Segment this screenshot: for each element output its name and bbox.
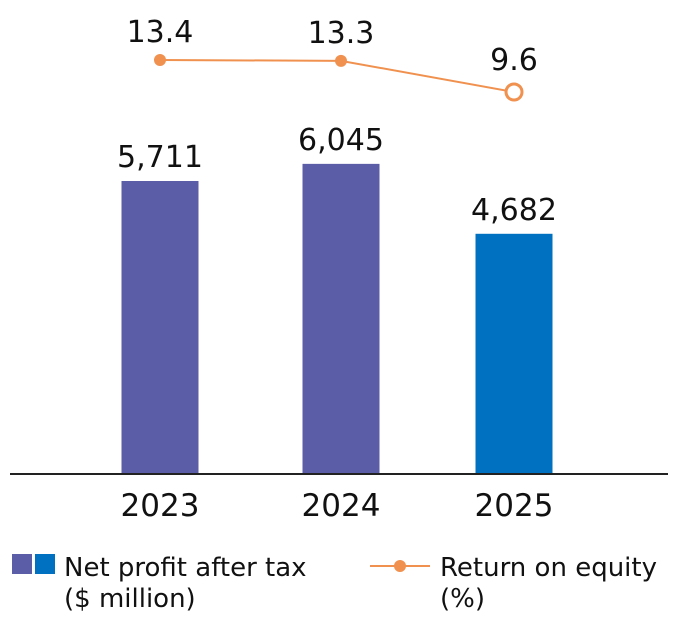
legend-item-net-profit: Net profit after tax ($ million)	[12, 553, 307, 614]
roe-value-label-2023: 13.4	[127, 15, 194, 50]
roe-point-2024	[335, 54, 347, 67]
bar-2024	[302, 163, 380, 474]
legend-swatch-purple	[12, 554, 32, 574]
roe-point-2025	[504, 82, 524, 102]
legend-swatch-blue	[35, 554, 55, 574]
legend-label-roe-line2: (%)	[440, 584, 485, 614]
x-tick-label-2023: 2023	[121, 488, 200, 524]
bars: 5,711 6,045 4,682	[117, 123, 557, 474]
bar-value-label-2024: 6,045	[298, 123, 384, 158]
bar-value-label-2025: 4,682	[471, 193, 557, 228]
bar-value-label-2023: 5,711	[117, 140, 203, 175]
legend-label-net-profit-line1: Net profit after tax	[64, 553, 307, 583]
legend-marker-icon	[394, 560, 406, 572]
roe-value-label-2025: 9.6	[490, 43, 538, 78]
legend: Net profit after tax ($ million) Return …	[12, 553, 657, 614]
x-tick-label-2024: 2024	[302, 488, 381, 524]
legend-label-net-profit-line2: ($ million)	[64, 584, 196, 614]
x-tick-labels: 2023 2024 2025	[121, 488, 554, 524]
legend-item-roe: Return on equity (%)	[370, 553, 657, 614]
roe-point-2023	[154, 54, 166, 66]
x-tick-label-2025: 2025	[475, 488, 554, 524]
legend-label-roe-line1: Return on equity	[440, 553, 657, 583]
roe-line-series: 13.4 13.3 9.6	[127, 15, 538, 102]
bar-2023	[121, 181, 199, 474]
roe-value-label-2024: 13.3	[308, 16, 375, 51]
bar-2025	[475, 233, 553, 474]
